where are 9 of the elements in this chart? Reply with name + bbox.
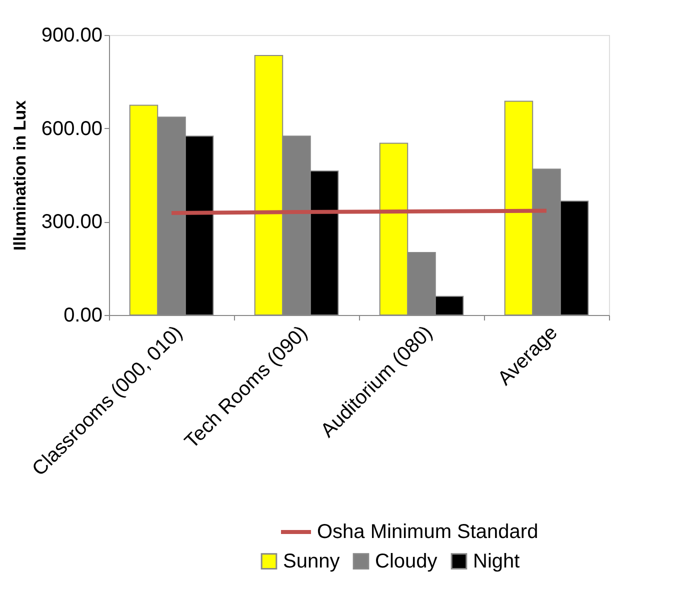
legend-label: Night <box>473 550 520 572</box>
legend-label: Cloudy <box>375 550 438 572</box>
legend-label: Sunny <box>283 550 340 572</box>
y-tick-label: 300.00 <box>41 211 102 234</box>
y-axis-title: Illumination in Lux <box>10 100 30 251</box>
y-tick-label: 900.00 <box>41 24 102 46</box>
y-tick-label: 0.00 <box>64 304 102 326</box>
y-tick-label: 600.00 <box>41 118 102 140</box>
legend-label: Osha Minimum Standard <box>317 521 538 543</box>
